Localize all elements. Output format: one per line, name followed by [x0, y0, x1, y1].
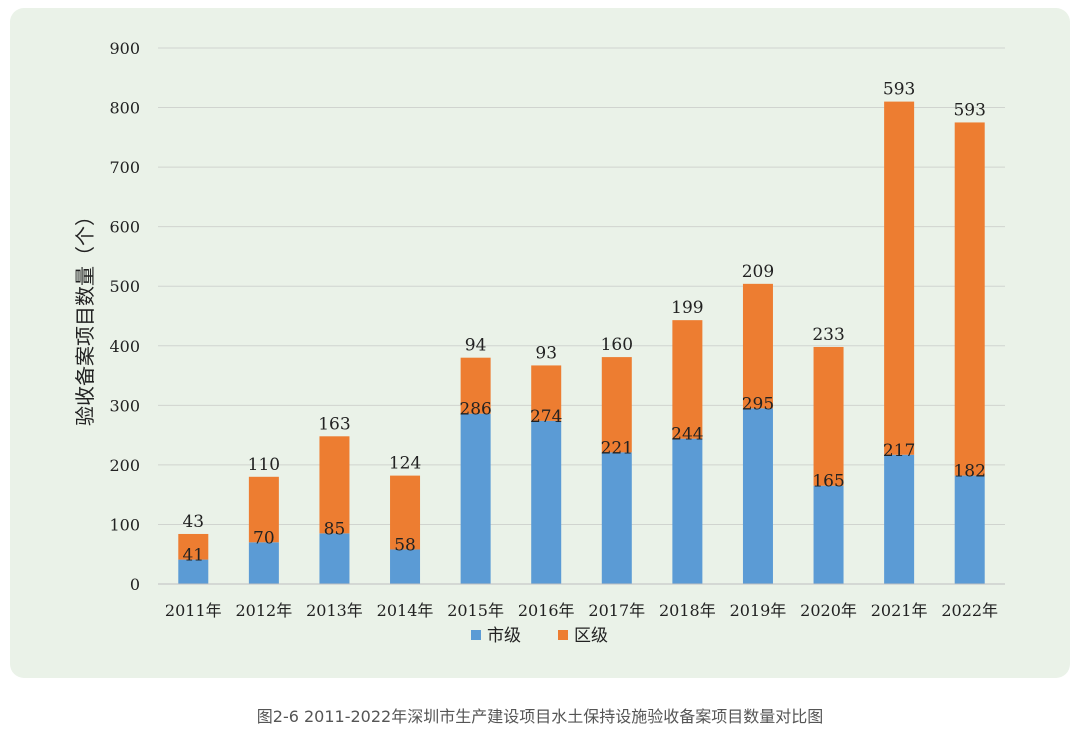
y-tick-label: 900 [109, 39, 140, 58]
bar-shiji [672, 438, 703, 584]
bar-quji [460, 357, 491, 414]
data-label-shiji: 217 [883, 441, 915, 461]
data-label-quji: 209 [742, 262, 774, 282]
bar-quji [601, 357, 632, 453]
bar-shiji [601, 452, 632, 584]
bar-quji [178, 533, 209, 560]
bar-shiji [390, 549, 421, 584]
data-label-shiji: 58 [394, 535, 416, 555]
y-tick-label: 800 [109, 99, 140, 118]
y-tick-label: 600 [109, 218, 140, 237]
bar-quji [319, 436, 350, 534]
data-label-shiji: 286 [459, 400, 491, 420]
y-tick-label: 400 [109, 337, 140, 356]
data-label-quji: 593 [883, 80, 915, 100]
data-label-quji: 163 [318, 414, 350, 434]
bars [178, 101, 985, 584]
bar-shiji [954, 475, 985, 584]
data-label-shiji: 221 [601, 438, 633, 458]
data-label-quji: 593 [953, 100, 985, 120]
x-tick-label: 2019年 [730, 601, 787, 620]
x-tick-label: 2021年 [871, 601, 928, 620]
bar-shiji [531, 420, 562, 584]
bar-shiji [813, 485, 844, 584]
y-tick-label: 200 [109, 456, 140, 475]
gridlines [158, 47, 1005, 525]
bar-quji [672, 320, 703, 439]
data-label-shiji: 244 [671, 425, 703, 445]
y-tick-label: 500 [109, 277, 140, 296]
data-label-quji: 233 [812, 325, 844, 345]
data-label-quji: 94 [465, 336, 487, 356]
data-label-shiji: 182 [953, 462, 985, 482]
legend-label-quji: 区级 [574, 626, 608, 646]
x-tick-label: 2011年 [165, 601, 222, 620]
bar-quji [813, 346, 844, 486]
bar-shiji [319, 533, 350, 584]
y-tick-label: 700 [109, 158, 140, 177]
bar-shiji [460, 413, 491, 584]
bar-quji [884, 101, 915, 455]
x-tick-label: 2017年 [588, 601, 645, 620]
x-tick-label: 2020年 [800, 601, 857, 620]
legend-swatch-shiji [471, 630, 481, 640]
bar-quji [954, 122, 985, 476]
data-label-quji: 124 [389, 454, 421, 474]
data-label-shiji: 41 [182, 546, 204, 566]
y-axis-ticks: 0 100 200 300 400 500 600 700 800 900 [109, 39, 140, 594]
x-tick-label: 2012年 [236, 601, 293, 620]
y-tick-label: 300 [109, 396, 140, 415]
bar-shiji [178, 559, 209, 584]
data-labels: 41 43 70 110 85 163 58 124 286 94 274 93 221 160 244 19… [182, 80, 985, 566]
x-tick-label: 2016年 [518, 601, 575, 620]
data-label-shiji: 295 [742, 394, 774, 414]
x-tick-label: 2014年 [377, 601, 434, 620]
data-label-quji: 160 [601, 335, 633, 355]
x-tick-label: 2018年 [659, 601, 716, 620]
x-axis-ticks: 2011年 2012年 2013年 2014年 2015年 2016年 2017年 2018年… [165, 601, 998, 620]
data-label-quji: 199 [671, 298, 703, 318]
legend-label-shiji: 市级 [487, 626, 521, 646]
bar-quji [248, 476, 279, 543]
y-tick-label: 0 [130, 575, 140, 594]
x-tick-label: 2015年 [447, 601, 504, 620]
y-axis-label: 验收备案项目数量（个） [73, 206, 97, 426]
data-label-shiji: 85 [324, 519, 346, 539]
bar-quji [742, 283, 773, 409]
x-tick-label: 2013年 [306, 601, 363, 620]
bar-quji [390, 475, 421, 550]
bar-quji [531, 365, 562, 421]
data-label-shiji: 70 [253, 528, 275, 548]
data-label-quji: 93 [535, 343, 557, 363]
y-tick-label: 100 [109, 515, 140, 534]
bar-shiji [884, 454, 915, 584]
x-tick-label: 2022年 [941, 601, 998, 620]
data-label-shiji: 274 [530, 407, 562, 427]
legend[interactable]: 市级 区级 [471, 626, 608, 646]
bar-shiji [248, 542, 279, 584]
bar-shiji [742, 408, 773, 584]
legend-swatch-quji [558, 630, 568, 640]
data-label-quji: 43 [182, 512, 204, 532]
data-label-quji: 110 [248, 455, 280, 475]
data-label-shiji: 165 [812, 472, 844, 492]
figure-caption: 图2-6 2011-2022年深圳市生产建设项目水土保持设施验收备案项目数量对比… [256, 707, 824, 726]
